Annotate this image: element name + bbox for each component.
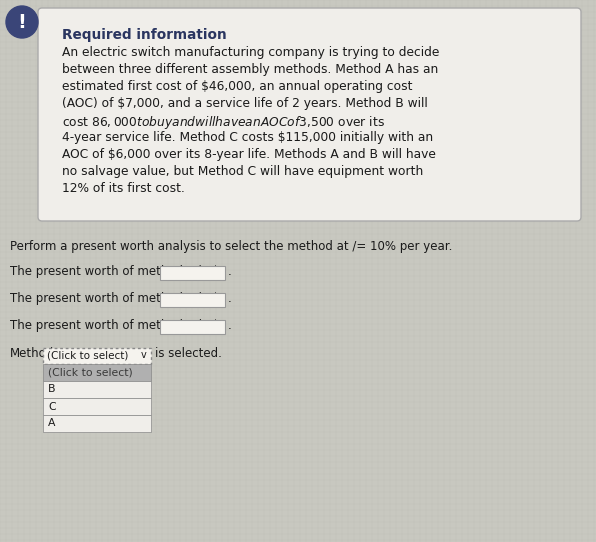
Text: A: A xyxy=(48,418,55,429)
Bar xyxy=(43,364,151,381)
Bar xyxy=(43,348,151,364)
Text: B: B xyxy=(48,384,55,395)
Text: estimated first cost of $46,000, an annual operating cost: estimated first cost of $46,000, an annu… xyxy=(62,80,412,93)
Text: The present worth of method A is $: The present worth of method A is $ xyxy=(10,265,219,278)
Text: An electric switch manufacturing company is trying to decide: An electric switch manufacturing company… xyxy=(62,46,439,59)
Text: .: . xyxy=(227,319,231,332)
Text: v: v xyxy=(141,350,147,360)
Text: (Click to select): (Click to select) xyxy=(47,350,128,360)
Text: .: . xyxy=(227,292,231,305)
Text: !: ! xyxy=(17,14,26,33)
Text: (Click to select): (Click to select) xyxy=(48,367,133,377)
Text: AOC of $6,000 over its 8-year life. Methods A and B will have: AOC of $6,000 over its 8-year life. Meth… xyxy=(62,148,436,161)
Text: between three different assembly methods. Method A has an: between three different assembly methods… xyxy=(62,63,438,76)
Text: Method:: Method: xyxy=(10,347,58,360)
Text: 12% of its first cost.: 12% of its first cost. xyxy=(62,182,185,195)
Text: The present worth of method C is $: The present worth of method C is $ xyxy=(10,319,219,332)
Text: is selected.: is selected. xyxy=(155,347,222,360)
Bar xyxy=(160,320,225,334)
Text: .: . xyxy=(227,265,231,278)
Bar xyxy=(160,266,225,280)
Text: Perform a present worth analysis to select the method at /= 10% per year.: Perform a present worth analysis to sele… xyxy=(10,240,452,253)
Bar xyxy=(160,293,225,307)
Bar xyxy=(43,398,151,415)
Text: C: C xyxy=(48,402,55,411)
Text: Required information: Required information xyxy=(62,28,226,42)
Text: (AOC) of $7,000, and a service life of 2 years. Method B will: (AOC) of $7,000, and a service life of 2… xyxy=(62,97,428,110)
Text: 4-year service life. Method C costs $115,000 initially with an: 4-year service life. Method C costs $115… xyxy=(62,131,433,144)
Text: The present worth of method B is $: The present worth of method B is $ xyxy=(10,292,219,305)
FancyBboxPatch shape xyxy=(38,8,581,221)
Text: cost $86,000 to buy and will have an AOC of $3,500 over its: cost $86,000 to buy and will have an AOC… xyxy=(62,114,385,131)
Bar xyxy=(43,415,151,432)
Text: no salvage value, but Method C will have equipment worth: no salvage value, but Method C will have… xyxy=(62,165,423,178)
Circle shape xyxy=(6,6,38,38)
Bar xyxy=(43,381,151,398)
